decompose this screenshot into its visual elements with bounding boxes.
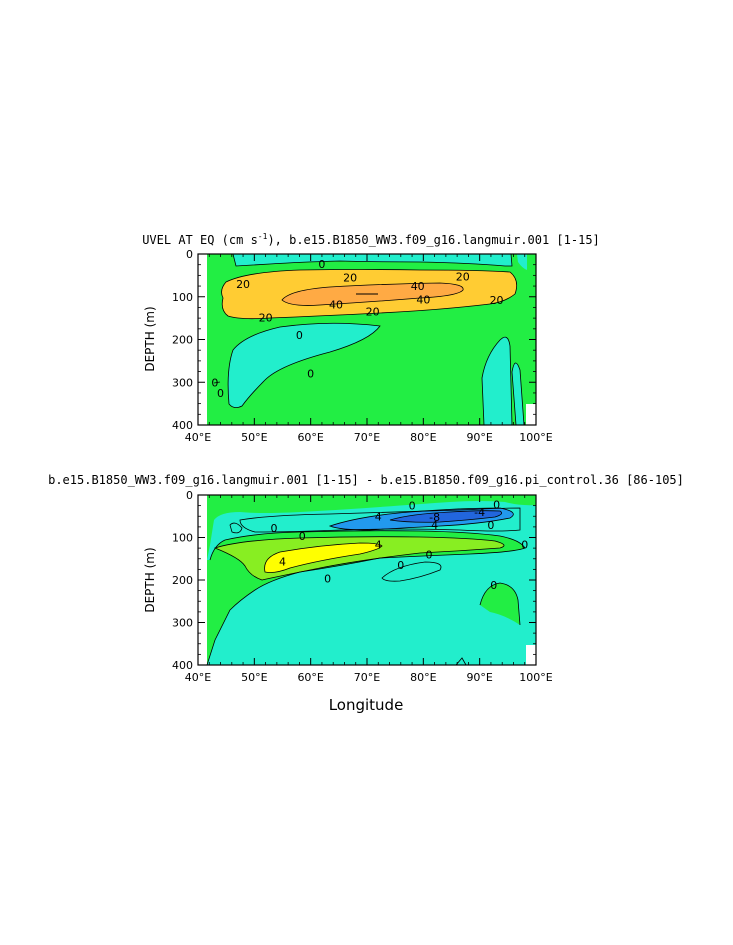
contour-label: 0: [490, 579, 497, 592]
panel-1-fill-east-negative: [482, 337, 512, 425]
y-tick-label: 200: [172, 334, 193, 347]
contour-label: -8: [429, 511, 440, 524]
y-tick-label: 400: [172, 419, 193, 432]
contour-label: 0: [217, 387, 224, 400]
panel-2-ticks: 40°E 50°E 60°E 70°E 80°E 90°E 100°E 0 100 200 300 4…: [172, 489, 553, 684]
panel-2-title: b.e15.B1850_WW3.f09_g16.langmuir.001 [1-…: [48, 473, 684, 487]
y-tick-label: 300: [172, 376, 193, 389]
contour-label: 20: [366, 306, 380, 319]
y-tick-label: 300: [172, 617, 193, 630]
x-tick-label: 50°E: [241, 671, 267, 684]
panel-2-ylabel: DEPTH (m): [143, 547, 157, 612]
contour-label: 40: [411, 280, 425, 293]
contour-label: 0: [307, 368, 314, 381]
panel-2-land-mask: [526, 645, 536, 665]
y-tick-label: 400: [172, 659, 193, 672]
y-tick-label: 200: [172, 574, 193, 587]
contour-label: 4: [431, 519, 438, 532]
contour-label: 0: [521, 539, 528, 552]
x-tick-label: 50°E: [241, 431, 267, 444]
panel-1-fill-east-surface: [517, 254, 527, 270]
panel-1-contour-lines: [213, 253, 525, 426]
x-tick-label: 90°E: [466, 431, 492, 444]
contour-label: 20: [236, 278, 250, 291]
panel-1-ticks: 40°E 50°E 60°E 70°E 80°E 90°E 100°E01002003004…: [172, 248, 553, 444]
panel-2-fill-east-positive: [480, 583, 520, 625]
contour-label: 4: [375, 510, 382, 523]
panel-1: UVEL AT EQ (cm s-1), b.e15.B1850_WW3.f09…: [142, 232, 600, 444]
panel-1-ylabel: DEPTH (m): [143, 306, 157, 371]
contour-label: 4: [279, 556, 286, 569]
panel-1-land-mask: [526, 404, 536, 425]
contour-label: 40: [416, 294, 430, 307]
contour-label: 0: [397, 559, 404, 572]
x-tick-label: 60°E: [297, 671, 323, 684]
panel-2-contour-lines: [206, 507, 526, 666]
contour-label: 20: [259, 312, 273, 325]
panel-2: b.e15.B1850_WW3.f09_g16.langmuir.001 [1-…: [48, 473, 684, 714]
contour-label: 20: [456, 271, 470, 284]
panel-2-fill-minus-8: [390, 510, 502, 523]
x-tick-label: 100°E: [519, 671, 552, 684]
contour-label: 0: [299, 530, 306, 543]
y-tick-label: 0: [186, 489, 193, 502]
x-tick-label: 40°E: [185, 431, 211, 444]
panel-2-fill-deep-patch: [382, 562, 441, 582]
x-tick-label: 40°E: [185, 671, 211, 684]
contour-label: 0: [271, 522, 278, 535]
x-tick-label: 80°E: [410, 671, 436, 684]
panel-2-fill-4-core: [264, 543, 382, 573]
contour-label: 0: [211, 377, 218, 390]
contour-label: -4: [474, 506, 485, 519]
panel-2-contour-fills: [198, 495, 536, 665]
y-tick-label: 100: [172, 532, 193, 545]
y-tick-label: 0: [186, 248, 193, 261]
panel-1-contour-fills: [198, 254, 536, 425]
x-tick-label: 60°E: [297, 431, 323, 444]
x-tick-label: 90°E: [466, 671, 492, 684]
contour-label: 0: [296, 329, 303, 342]
contour-label: 0: [324, 573, 331, 586]
contour-label: 0: [487, 519, 494, 532]
panel-1-fill-positive-east: [529, 254, 536, 404]
x-tick-label: 80°E: [410, 431, 436, 444]
contour-label: 0: [493, 498, 500, 511]
y-tick-label: 100: [172, 291, 193, 304]
contour-label: 0: [318, 258, 325, 271]
panel-2-fill-base-east: [529, 495, 536, 645]
panel-1-title: UVEL AT EQ (cm s-1), b.e15.B1850_WW3.f09…: [142, 232, 600, 247]
contour-label: 4: [375, 539, 382, 552]
contour-label: 0: [409, 500, 416, 513]
contour-label: 40: [329, 298, 343, 311]
contour-label: 20: [343, 272, 357, 285]
x-tick-label: 70°E: [354, 431, 380, 444]
panel-1-fill-deep-negative: [228, 323, 380, 408]
panel-2-xlabel: Longitude: [329, 696, 404, 714]
contour-label: 20: [490, 294, 504, 307]
x-tick-label: 100°E: [519, 431, 552, 444]
x-tick-label: 70°E: [354, 671, 380, 684]
panel-1-fill-surface-negative: [233, 254, 512, 266]
contour-label: 0: [425, 549, 432, 562]
panel-2-fill-surface-positive: [207, 495, 536, 560]
